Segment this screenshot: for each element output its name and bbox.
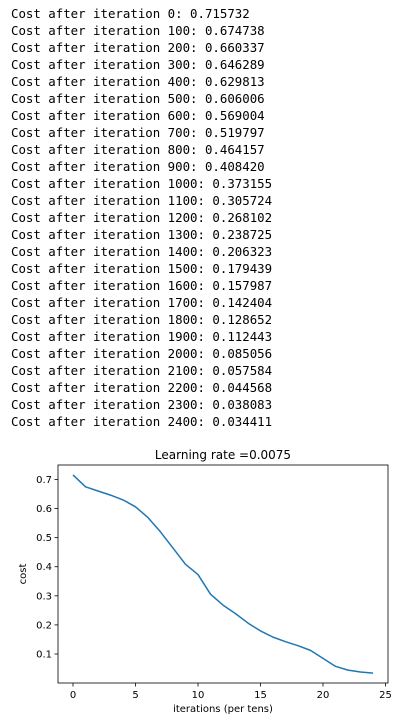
plot-frame (57, 464, 389, 684)
log-line: Cost after iteration 1300: 0.238725 (11, 227, 273, 242)
log-line: Cost after iteration 700: 0.519797 (11, 125, 265, 140)
x-tick-label: 20 (317, 690, 330, 701)
y-axis-label: cost (18, 564, 29, 585)
x-axis: 0 5 10 15 20 25 (70, 683, 392, 701)
cost-series-line (72, 474, 374, 674)
log-line: Cost after iteration 1700: 0.142404 (11, 295, 273, 310)
x-tick-label: 0 (70, 690, 76, 701)
log-line: Cost after iteration 2200: 0.044568 (11, 380, 273, 395)
x-tick-label: 5 (132, 690, 138, 701)
log-line: Cost after iteration 1500: 0.179439 (11, 261, 273, 276)
x-axis-label: iterations (per tens) (173, 704, 273, 715)
y-axis: 0.1 0.2 0.3 0.4 0.5 0.6 0.7 (36, 475, 58, 661)
log-line: Cost after iteration 1400: 0.206323 (11, 244, 273, 259)
y-tick-label: 0.7 (36, 475, 52, 486)
chart-title: Learning rate =0.0075 (155, 448, 291, 462)
training-log: Cost after iteration 0: 0.715732 Cost aft… (11, 5, 272, 430)
log-line: Cost after iteration 2100: 0.057584 (11, 363, 273, 378)
log-line: Cost after iteration 100: 0.674738 (11, 23, 265, 38)
cost-chart: Learning rate =0.0075 0 5 10 15 20 25 0.10.20… (18, 448, 392, 715)
y-tick-label: 0.3 (36, 591, 52, 602)
series-group (72, 474, 374, 674)
log-line: Cost after iteration 300: 0.646289 (11, 57, 265, 72)
log-line: Cost after iteration 200: 0.660337 (11, 40, 265, 55)
log-line: Cost after iteration 1600: 0.157987 (11, 278, 273, 293)
log-line: Cost after iteration 2000: 0.085056 (11, 346, 273, 361)
log-line: Cost after iteration 2300: 0.038083 (11, 397, 273, 412)
log-line: Cost after iteration 1000: 0.373155 (11, 176, 273, 191)
log-line: Cost after iteration 400: 0.629813 (11, 74, 265, 89)
x-tick-label: 25 (379, 690, 392, 701)
log-line: Cost after iteration 500: 0.606006 (11, 91, 265, 106)
y-tick-label: 0.6 (36, 504, 52, 515)
log-line: Cost after iteration 1800: 0.128652 (11, 312, 273, 327)
log-line: Cost after iteration 900: 0.408420 (11, 159, 265, 174)
y-tick-label: 0.5 (36, 533, 52, 544)
log-line: Cost after iteration 0: 0.715732 (11, 6, 250, 21)
x-tick-label: 15 (254, 690, 267, 701)
y-tick-label: 0.1 (36, 650, 52, 661)
log-line: Cost after iteration 1200: 0.268102 (11, 210, 273, 225)
log-line: Cost after iteration 1900: 0.112443 (11, 329, 273, 344)
log-line: Cost after iteration 800: 0.464157 (11, 142, 265, 157)
y-tick-label: 0.2 (36, 620, 52, 631)
log-line: Cost after iteration 2400: 0.034411 (11, 414, 273, 429)
x-tick-label: 10 (192, 690, 205, 701)
log-line: Cost after iteration 600: 0.569004 (11, 108, 265, 123)
log-line: Cost after iteration 1100: 0.305724 (11, 193, 273, 208)
y-tick-label: 0.4 (36, 562, 52, 573)
